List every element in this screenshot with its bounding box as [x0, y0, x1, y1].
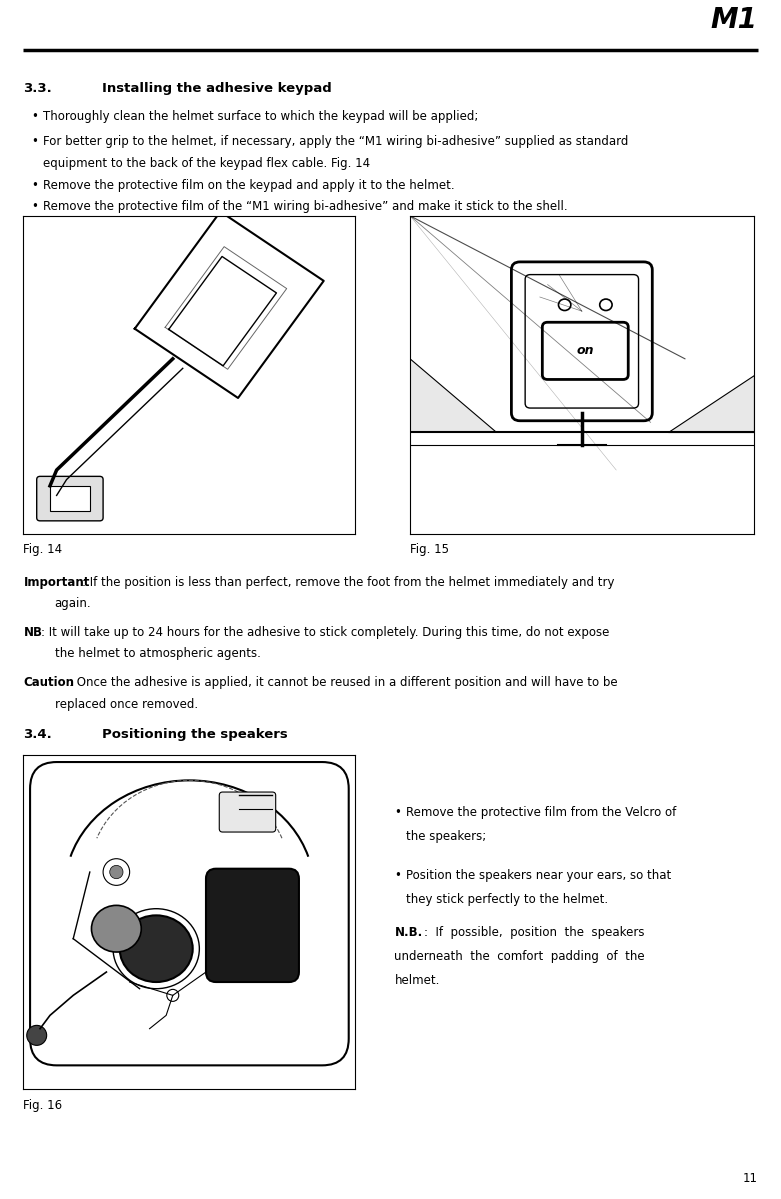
Text: 3.4.: 3.4.	[23, 728, 52, 741]
Polygon shape	[668, 374, 754, 432]
Polygon shape	[410, 359, 496, 432]
Bar	[50, 486, 90, 511]
Text: M1: M1	[711, 6, 758, 34]
Circle shape	[109, 866, 123, 879]
Text: Position the speakers near your ears, so that: Position the speakers near your ears, so…	[406, 869, 672, 882]
Text: on: on	[576, 344, 594, 357]
Text: Important: Important	[23, 576, 90, 589]
Text: Remove the protective film of the “M1 wiring bi-adhesive” and make it stick to t: Remove the protective film of the “M1 wi…	[43, 200, 568, 213]
Text: equipment to the back of the keypad flex cable. Fig. 14: equipment to the back of the keypad flex…	[43, 157, 370, 170]
Text: 3.3.: 3.3.	[23, 82, 52, 95]
Text: Fig. 16: Fig. 16	[23, 1099, 62, 1113]
Text: Thoroughly clean the helmet surface to which the keypad will be applied;: Thoroughly clean the helmet surface to w…	[43, 110, 478, 123]
FancyBboxPatch shape	[525, 275, 639, 408]
Text: Remove the protective film on the keypad and apply it to the helmet.: Remove the protective film on the keypad…	[43, 179, 455, 192]
Text: •: •	[394, 806, 401, 819]
Text: •: •	[31, 110, 38, 123]
Text: Positioning the speakers: Positioning the speakers	[102, 728, 287, 741]
Text: For better grip to the helmet, if necessary, apply the “M1 wiring bi-adhesive” s: For better grip to the helmet, if necess…	[43, 135, 629, 149]
Text: Installing the adhesive keypad: Installing the adhesive keypad	[102, 82, 331, 95]
Text: underneath  the  comfort  padding  of  the: underneath the comfort padding of the	[394, 950, 645, 963]
FancyBboxPatch shape	[206, 869, 299, 982]
Text: •: •	[31, 179, 38, 192]
Text: •: •	[31, 200, 38, 213]
Text: Caution: Caution	[23, 676, 74, 689]
Text: Fig. 15: Fig. 15	[410, 543, 449, 556]
Text: Remove the protective film from the Velcro of: Remove the protective film from the Velc…	[406, 806, 676, 819]
FancyBboxPatch shape	[219, 793, 276, 832]
Text: the helmet to atmospheric agents.: the helmet to atmospheric agents.	[55, 647, 261, 661]
Text: : If the position is less than perfect, remove the foot from the helmet immediat: : If the position is less than perfect, …	[82, 576, 615, 589]
FancyBboxPatch shape	[37, 476, 103, 520]
Text: : It will take up to 24 hours for the adhesive to stick completely. During this : : It will take up to 24 hours for the ad…	[41, 626, 609, 639]
Text: : Once the adhesive is applied, it cannot be reused in a different position and : : Once the adhesive is applied, it canno…	[69, 676, 617, 689]
Text: Fig. 14: Fig. 14	[23, 543, 62, 556]
Text: •: •	[394, 869, 401, 882]
Text: N.B.: N.B.	[394, 926, 423, 939]
Text: 11: 11	[743, 1171, 758, 1185]
Text: the speakers;: the speakers;	[406, 830, 487, 843]
Ellipse shape	[119, 915, 193, 982]
Text: NB: NB	[23, 626, 42, 639]
Text: replaced once removed.: replaced once removed.	[55, 698, 198, 711]
Text: they stick perfectly to the helmet.: they stick perfectly to the helmet.	[406, 893, 608, 906]
FancyBboxPatch shape	[30, 763, 348, 1066]
Text: helmet.: helmet.	[394, 974, 440, 987]
FancyBboxPatch shape	[512, 261, 652, 421]
Text: •: •	[31, 135, 38, 149]
FancyBboxPatch shape	[542, 323, 628, 379]
Text: again.: again.	[55, 597, 91, 610]
Circle shape	[27, 1025, 47, 1046]
Ellipse shape	[91, 905, 141, 952]
Text: :  If  possible,  position  the  speakers: : If possible, position the speakers	[424, 926, 644, 939]
